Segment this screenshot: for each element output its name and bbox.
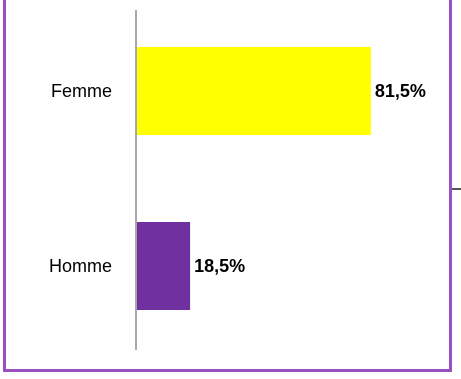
- labels-group: Femme 81,5% Homme 18,5%: [49, 81, 426, 276]
- value-label-femme: 81,5%: [375, 81, 426, 101]
- bar-homme: [137, 222, 191, 310]
- edge-tick-mark: [452, 188, 461, 190]
- bars-group: [137, 47, 371, 310]
- category-label-homme: Homme: [49, 256, 112, 276]
- value-label-homme: 18,5%: [194, 256, 245, 276]
- bar-femme: [137, 47, 371, 135]
- category-label-femme: Femme: [51, 81, 112, 101]
